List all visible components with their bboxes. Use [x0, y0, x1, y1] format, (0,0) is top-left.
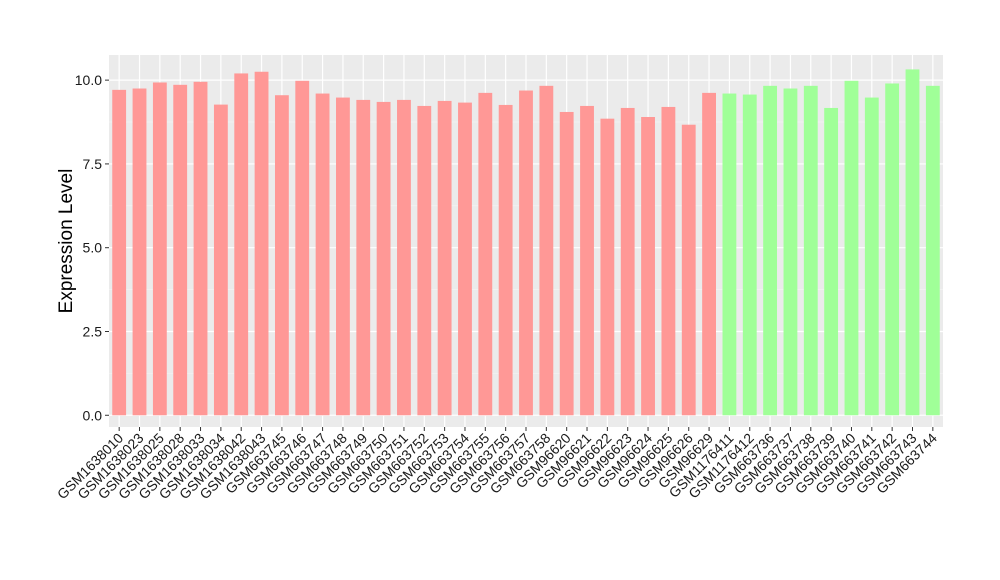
- bar: [478, 92, 493, 416]
- y-tick-label: 5.0: [83, 240, 103, 256]
- bar: [234, 73, 249, 416]
- y-tick-label: 0.0: [83, 407, 103, 423]
- bar: [580, 105, 594, 416]
- bar: [844, 80, 859, 416]
- bar: [925, 85, 940, 416]
- bars: [112, 69, 940, 416]
- bar: [254, 71, 269, 416]
- x-axis: GSM1638010GSM1638023GSM1638025GSM1638028…: [54, 427, 940, 502]
- bar: [274, 95, 289, 416]
- bar: [315, 93, 330, 416]
- bar: [376, 101, 391, 416]
- bar: [295, 80, 310, 416]
- bar: [783, 88, 798, 416]
- bar: [864, 97, 879, 416]
- bar: [193, 81, 208, 416]
- bar: [152, 82, 167, 416]
- bar: [885, 83, 900, 416]
- bar: [600, 118, 615, 416]
- bar: [763, 85, 778, 416]
- bar: [458, 102, 472, 416]
- bar: [356, 99, 371, 416]
- bar: [824, 107, 839, 416]
- bar: [498, 104, 513, 416]
- y-axis-title: Expression Level: [56, 169, 77, 314]
- y-tick-label: 7.5: [83, 156, 103, 172]
- y-tick-label: 2.5: [83, 323, 103, 339]
- y-axis: 0.0 2.5 5.0 7.5 10.0: [75, 72, 109, 423]
- bar: [336, 97, 350, 416]
- bar: [742, 94, 757, 416]
- bar: [620, 107, 635, 416]
- bar: [702, 92, 716, 416]
- bar: [213, 104, 228, 416]
- bar: [437, 100, 452, 416]
- bar: [397, 99, 411, 416]
- bar: [722, 93, 737, 416]
- bar: [803, 85, 818, 416]
- y-tick-label: 10.0: [75, 72, 102, 88]
- bar: [539, 85, 554, 416]
- bar: [559, 111, 574, 416]
- bar: [519, 90, 533, 416]
- bar: [173, 84, 188, 416]
- bar: [661, 106, 676, 416]
- bar: [905, 69, 920, 416]
- bar: [641, 117, 655, 416]
- bar: [417, 105, 432, 416]
- bar: [112, 89, 127, 416]
- bar: [132, 88, 147, 416]
- bar: [681, 124, 696, 416]
